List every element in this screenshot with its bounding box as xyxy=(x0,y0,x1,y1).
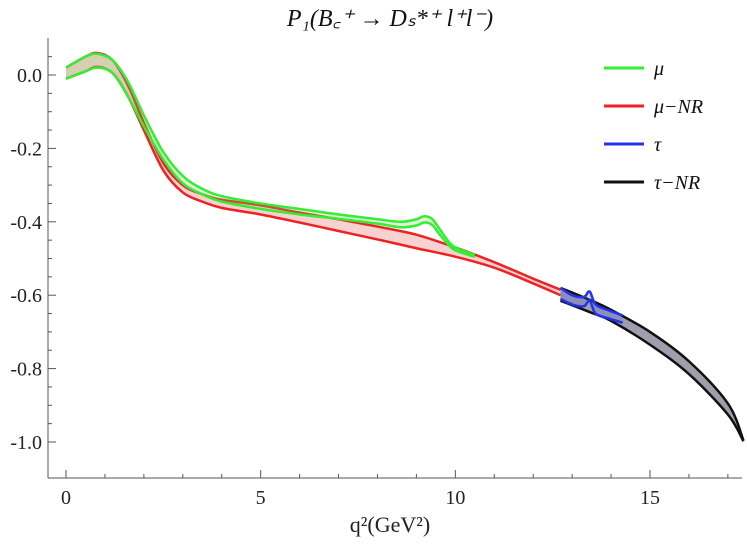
x-axis-label: q²(GeV²) xyxy=(350,512,430,537)
legend-label: μ−NR xyxy=(653,96,703,118)
y-tick-label: -0.2 xyxy=(10,138,42,160)
plot-area xyxy=(65,51,745,442)
legend-label: μ xyxy=(653,58,664,80)
legend-item: τ−NR xyxy=(604,172,700,194)
legend-label: τ xyxy=(654,134,662,156)
series-upper-line xyxy=(65,51,561,291)
legend-label: τ−NR xyxy=(654,172,700,194)
series-band xyxy=(66,52,561,296)
series-tau xyxy=(559,286,624,324)
y-tick-label: -0.4 xyxy=(10,212,42,234)
legend: μ μ−NR τ τ−NR xyxy=(604,58,703,194)
x-tick-label: 5 xyxy=(256,487,266,509)
x-tick-label: 15 xyxy=(640,487,660,509)
series-band xyxy=(560,287,744,442)
legend-item: μ−NR xyxy=(604,96,703,118)
legend-item: μ xyxy=(604,58,664,80)
y-tick-label: 0.0 xyxy=(17,65,42,87)
chart-title: P₁(B꜀⁺ → Dₛ*⁺ l⁺l⁻) xyxy=(286,6,493,32)
x-tick-label: 0 xyxy=(61,487,71,509)
series-lower-line xyxy=(65,66,476,258)
x-tick-label: 10 xyxy=(445,487,465,509)
y-tick-label: -0.8 xyxy=(10,359,42,381)
series-lower-line xyxy=(559,299,745,442)
series-upper-line xyxy=(65,52,476,257)
series-mu-nr xyxy=(65,51,561,297)
series-upper-line xyxy=(559,286,624,317)
series-mu xyxy=(65,52,476,258)
series-lower-line xyxy=(559,297,624,324)
series-upper-line xyxy=(559,286,745,441)
legend-item: τ xyxy=(604,134,662,156)
y-tick-label: -0.6 xyxy=(10,285,42,307)
series-tau-nr xyxy=(559,286,745,442)
y-tick-label: -1.0 xyxy=(10,432,42,454)
axes: 0 5 10 15 0.0 -0.2 -0.4 -0.6 -0.8 -1.0 xyxy=(10,38,742,509)
